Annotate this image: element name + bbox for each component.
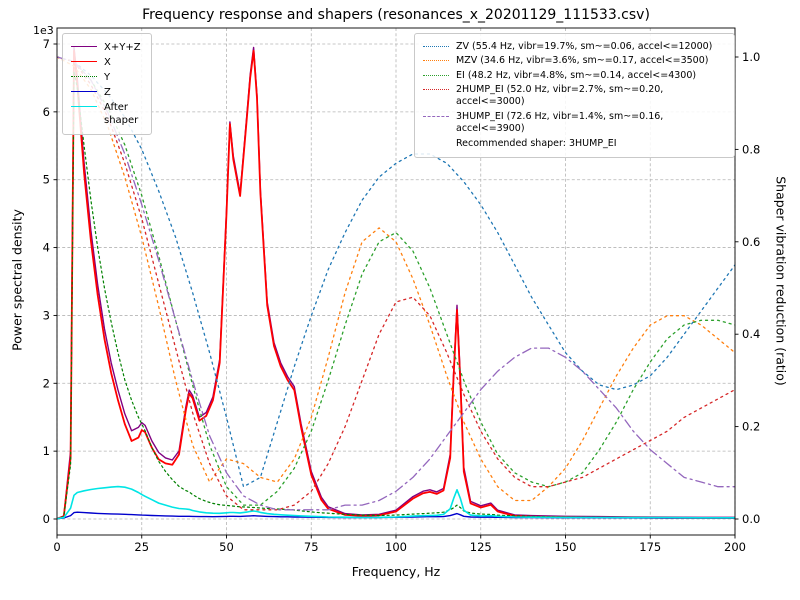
legend-line-sample: [71, 106, 97, 107]
legend-line-sample: [423, 89, 449, 91]
legend-line-sample: [71, 46, 97, 47]
series-line-zv: [57, 56, 735, 488]
legend-line-sample: [423, 60, 449, 62]
legend-item-label: 3HUMP_EI (72.6 Hz, vibr=1.4%, sm~=0.16, …: [456, 110, 664, 135]
legend-line-sample: [423, 74, 449, 76]
right-tick-label: 0.0: [742, 512, 760, 526]
legend-item: X+Y+Z: [71, 41, 143, 54]
legend-item-label: 2HUMP_EI (52.0 Hz, vibr=2.7%, sm~=0.20, …: [456, 84, 664, 108]
right-axis-label: Shaper vibration reduction (ratio): [773, 176, 789, 386]
legend-line-sample: [423, 46, 449, 47]
legend-psd: X+Y+Z X Y Z After shaper: [62, 33, 152, 135]
chart-title: Frequency response and shapers (resonanc…: [142, 7, 650, 23]
left-tick-label: 0: [43, 512, 50, 526]
series-line-after: [57, 485, 735, 520]
left-axis-label: Power spectral density: [9, 209, 25, 351]
x-tick-label: 50: [219, 540, 234, 554]
legend-item: After shaper: [71, 101, 143, 127]
legend-item: 3HUMP_EI (72.6 Hz, vibr=1.4%, sm~=0.16, …: [423, 111, 726, 136]
left-tick-label: 3: [43, 308, 50, 322]
legend-item-label: EI (48.2 Hz, vibr=4.8%, sm~=0.14, accel<…: [456, 69, 697, 81]
legend-shapers: ZV (55.4 Hz, vibr=19.7%, sm~=0.06, accel…: [414, 33, 735, 158]
right-tick-label: 0.2: [742, 420, 760, 434]
legend-item: EI (48.2 Hz, vibr=4.8%, sm~=0.14, accel<…: [423, 70, 726, 82]
legend-line-sample: [71, 76, 97, 77]
right-tick-label: 0.8: [742, 142, 760, 156]
legend-item: ZV (55.4 Hz, vibr=19.7%, sm~=0.06, accel…: [423, 41, 726, 53]
left-tick-label: 5: [43, 173, 50, 187]
x-axis-label: Frequency, Hz: [351, 564, 441, 579]
legend-line-sample: [423, 115, 449, 117]
series-line-z: [57, 511, 735, 520]
legend-item: X: [71, 56, 143, 69]
legend-item-label: X: [104, 57, 111, 68]
legend-item-label: X+Y+Z: [104, 42, 141, 53]
left-tick-label: 6: [43, 105, 50, 119]
left-tick-label: 1: [43, 444, 50, 458]
right-tick-label: 0.6: [742, 235, 760, 249]
series-line-3hump_ei: [57, 56, 735, 511]
legend-item: Z: [71, 86, 143, 99]
x-tick-label: 125: [470, 540, 492, 554]
x-tick-label: 200: [724, 540, 746, 554]
legend-item-label: After shaper: [104, 102, 139, 126]
recommended-shaper-note: Recommended shaper: 3HUMP_EI: [456, 138, 617, 150]
legend-item-label: ZV (55.4 Hz, vibr=19.7%, sm~=0.06, accel…: [456, 41, 713, 52]
left-tick-label: 7: [43, 37, 50, 51]
legend-item: Y: [71, 71, 143, 84]
legend-line-sample: [71, 91, 97, 92]
x-tick-label: 25: [134, 540, 149, 554]
legend-item-label: Y: [104, 72, 111, 83]
right-tick-label: 1.0: [742, 50, 760, 64]
legend-item-label: Z: [104, 87, 111, 98]
ticks: [53, 43, 739, 539]
x-tick-label: 100: [385, 540, 407, 554]
series-line-ei: [57, 56, 735, 506]
series-line-x: [57, 49, 735, 520]
x-tick-label: 150: [555, 540, 577, 554]
left-axis-offset-label: 1e3: [33, 24, 54, 37]
series-group: [57, 46, 735, 520]
tick-labels: 0 25 50 75 100 125 150 175 200 0 1 2 3 4 5 6 7 0.0 0.2 0.4 0…: [43, 37, 761, 554]
legend-item: MZV (34.6 Hz, vibr=3.6%, sm~=0.17, accel…: [423, 55, 726, 67]
right-tick-label: 0.4: [742, 327, 760, 341]
left-tick-label: 2: [43, 376, 50, 390]
legend-item-label: MZV (34.6 Hz, vibr=3.6%, sm~=0.17, accel…: [456, 55, 709, 67]
left-tick-label: 4: [43, 241, 50, 255]
legend-line-sample: [71, 61, 97, 62]
series-line-2hump_ei: [57, 56, 735, 511]
x-tick-label: 75: [304, 540, 319, 554]
legend-item: 2HUMP_EI (52.0 Hz, vibr=2.7%, sm~=0.20, …: [423, 84, 726, 109]
x-tick-label: 175: [639, 540, 661, 554]
series-line-mzv: [57, 56, 735, 502]
x-tick-label: 0: [53, 540, 60, 554]
